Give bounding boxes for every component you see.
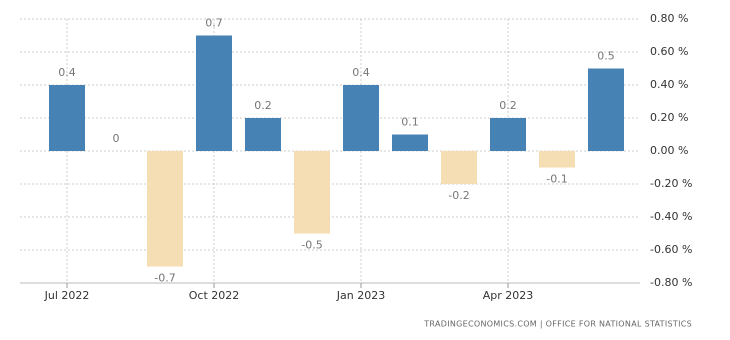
value-label: 0 — [113, 132, 120, 145]
x-tick-label: Apr 2023 — [483, 289, 534, 302]
value-label: -0.5 — [301, 239, 322, 252]
y-tick-label: 0.60 % — [650, 45, 688, 58]
source: TRADINGECONOMICS.COM | OFFICE FOR NATION… — [423, 320, 692, 329]
value-label: 0.4 — [352, 66, 370, 79]
bar — [392, 134, 428, 151]
x-tick-label: Jan 2023 — [336, 289, 385, 302]
value-label: 0.2 — [499, 99, 517, 112]
bar — [441, 151, 477, 184]
y-tick-label: -0.60 % — [650, 243, 692, 256]
x-tick-label: Jul 2022 — [44, 289, 90, 302]
bar — [147, 151, 183, 267]
value-label: 0.2 — [254, 99, 272, 112]
value-label: -0.2 — [448, 189, 469, 202]
y-tick-label: 0.20 % — [650, 111, 688, 124]
value-label: 0.7 — [205, 17, 223, 30]
y-tick-label: 0.00 % — [650, 144, 688, 157]
y-tick-label: -0.40 % — [650, 210, 692, 223]
bar — [343, 85, 379, 151]
bar — [539, 151, 575, 168]
value-label: -0.7 — [154, 272, 175, 285]
bar — [294, 151, 330, 234]
value-label: 0.5 — [597, 50, 615, 63]
bar — [49, 85, 85, 151]
bar — [196, 35, 232, 151]
value-label: 0.4 — [58, 66, 76, 79]
x-tick-label: Oct 2022 — [189, 289, 240, 302]
y-tick-label: 0.80 % — [650, 12, 688, 25]
bar — [245, 118, 281, 151]
bar — [588, 68, 624, 151]
y-tick-label: -0.20 % — [650, 177, 692, 190]
value-label: -0.1 — [546, 173, 567, 186]
value-label: 0.1 — [401, 116, 419, 129]
y-tick-label: 0.40 % — [650, 78, 688, 91]
y-tick-label: -0.80 % — [650, 276, 692, 289]
bar — [490, 118, 526, 151]
